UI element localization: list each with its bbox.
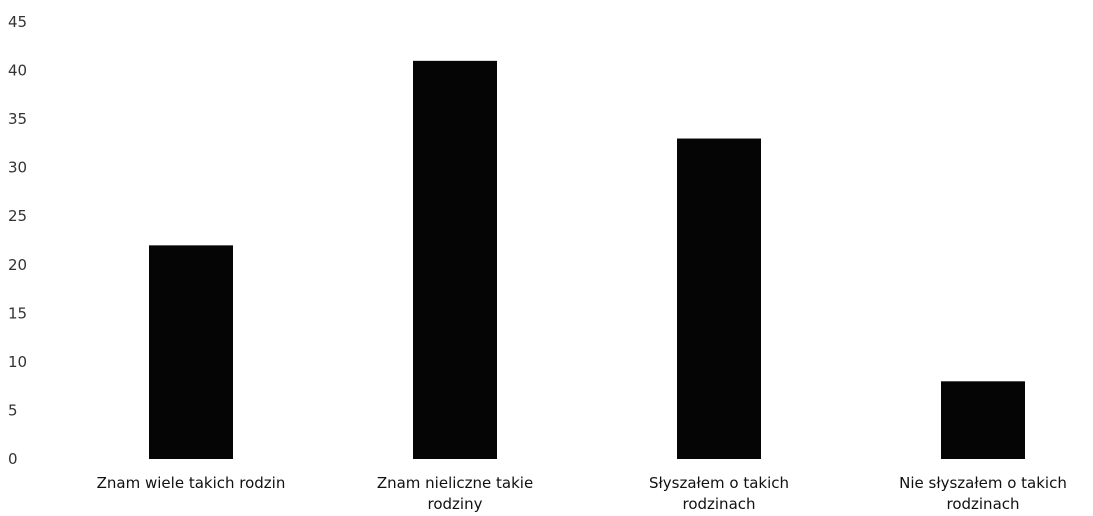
bar (413, 60, 497, 459)
y-tick-label: 40 (8, 62, 27, 80)
y-axis-tick-labels: 0 5 10 15 20 25 30 35 40 45 (8, 13, 27, 468)
y-tick-label: 30 (8, 159, 27, 177)
x-category-label: Znam wiele takich rodzin (97, 474, 286, 492)
x-category-label-line: rodzinach (682, 495, 755, 513)
y-tick-label: 0 (8, 450, 18, 468)
x-category-label: Słyszałem o takich rodzinach (649, 474, 789, 513)
bar (149, 245, 233, 459)
x-category-label-line: rodziny (428, 495, 483, 513)
bar (941, 381, 1025, 459)
bars (149, 60, 1025, 460)
y-tick-label: 45 (8, 13, 27, 31)
x-category-label: Nie słyszałem o takich rodzinach (899, 474, 1067, 513)
x-axis-category-labels: Znam wiele takich rodzin Znam nieliczne t… (97, 474, 1067, 513)
x-category-label-line: Słyszałem o takich (649, 474, 789, 492)
bar (677, 138, 761, 460)
x-category-label-line: Nie słyszałem o takich (899, 474, 1067, 492)
y-tick-label: 20 (8, 256, 27, 274)
x-category-label-line: Znam nieliczne takie (377, 474, 533, 492)
x-category-label-line: Znam wiele takich rodzin (97, 474, 286, 492)
y-tick-label: 15 (8, 304, 27, 322)
y-tick-label: 25 (8, 207, 27, 225)
x-category-label-line: rodzinach (946, 495, 1019, 513)
y-tick-label: 35 (8, 110, 27, 128)
x-category-label: Znam nieliczne takie rodziny (377, 474, 533, 513)
y-tick-label: 10 (8, 353, 27, 371)
y-tick-label: 5 (8, 401, 18, 419)
